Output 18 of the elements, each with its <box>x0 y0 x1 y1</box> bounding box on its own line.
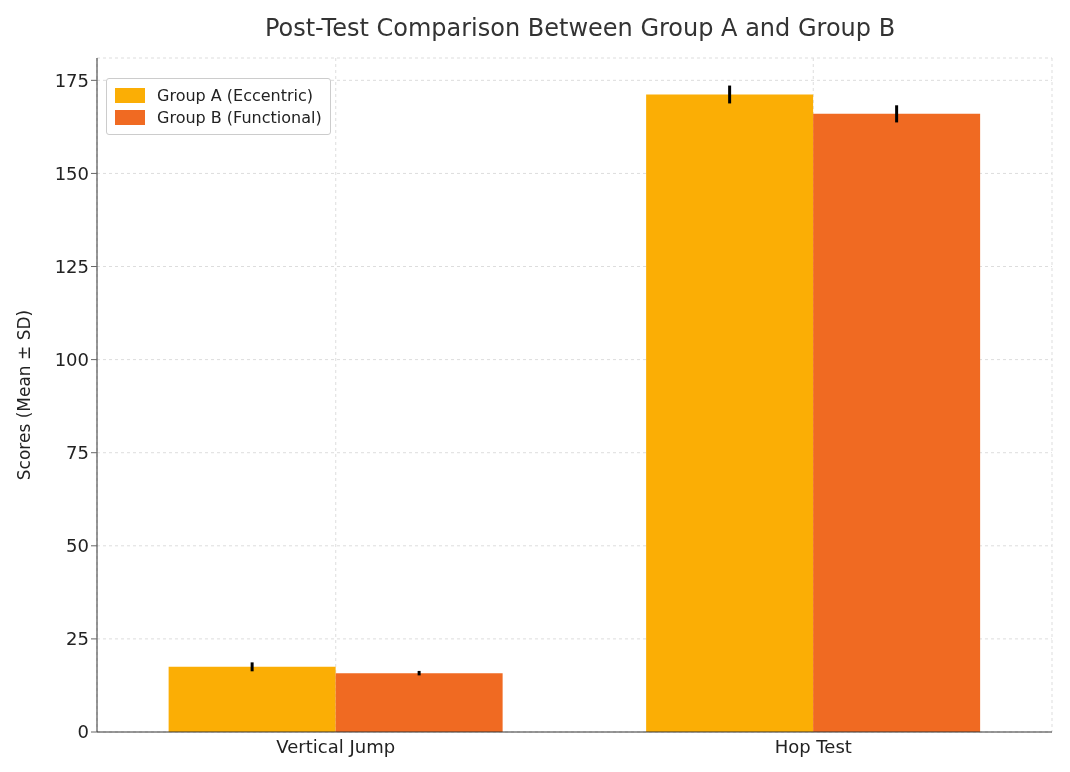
y-tick-label: 25 <box>66 628 89 650</box>
x-tick-label: Hop Test <box>774 735 852 757</box>
x-tick-label: Vertical Jump <box>276 735 396 757</box>
y-tick-label: 75 <box>66 442 89 464</box>
bar <box>335 673 503 732</box>
y-tick-label: 175 <box>54 69 89 91</box>
y-tick-label: 125 <box>54 255 89 277</box>
y-tick-label: 50 <box>66 535 89 557</box>
y-tick-label: 150 <box>54 162 89 184</box>
y-tick-label: 100 <box>54 349 89 371</box>
legend-label: Group B (Functional) <box>157 108 322 127</box>
y-axis-title: Scores (Mean ± SD) <box>14 309 35 481</box>
y-tick-label: 0 <box>77 721 89 743</box>
chart-title: Post-Test Comparison Between Group A and Group B <box>263 13 897 44</box>
legend-label: Group A (Eccentric) <box>157 86 314 105</box>
bar <box>813 113 981 732</box>
bar <box>168 666 336 732</box>
bar <box>646 94 814 732</box>
